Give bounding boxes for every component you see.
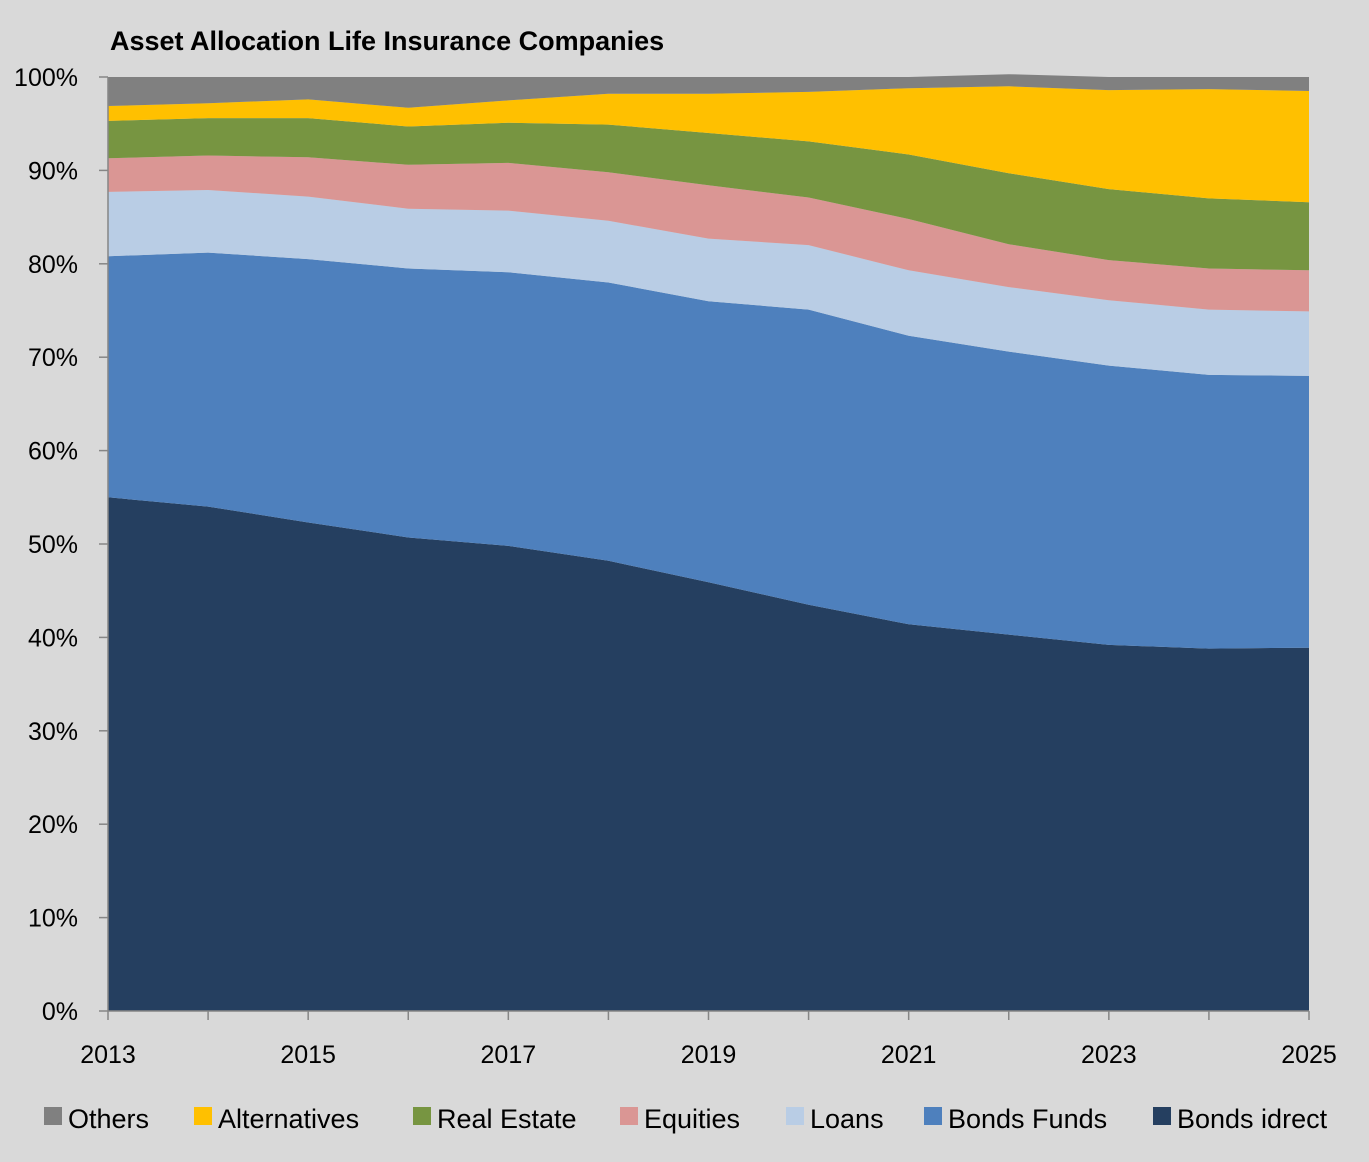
y-tick-label: 80% <box>28 251 78 279</box>
legend-item-loans: Loans <box>786 1104 884 1134</box>
legend-label: Bonds Funds <box>948 1104 1107 1134</box>
x-tick-label: 2025 <box>1281 1041 1337 1069</box>
legend-item-equities: Equities <box>620 1104 740 1134</box>
legend-swatch <box>194 1107 212 1125</box>
area-equities <box>108 155 1309 312</box>
y-tick-label: 20% <box>28 811 78 839</box>
legend-swatch <box>44 1107 62 1125</box>
legend-item-real-estate: Real Estate <box>413 1104 577 1134</box>
chart-title: Asset Allocation Life Insurance Companie… <box>110 26 664 56</box>
x-tick-label: 2013 <box>80 1041 136 1069</box>
x-tick-label: 2019 <box>681 1041 737 1069</box>
legend-swatch <box>786 1107 804 1125</box>
legend-item-others: Others <box>44 1104 149 1134</box>
legend: Others Alternatives Real Estate Equities Loa… <box>44 1104 1328 1134</box>
y-tick-label: 40% <box>28 624 78 652</box>
y-tick-label: 50% <box>28 531 78 559</box>
y-tick-label: 100% <box>14 64 78 92</box>
legend-label: Bonds idrect <box>1177 1104 1328 1134</box>
y-tick-label: 30% <box>28 718 78 746</box>
legend-label: Loans <box>810 1104 884 1134</box>
legend-label: Others <box>68 1104 149 1134</box>
x-tick-label: 2023 <box>1081 1041 1137 1069</box>
y-tick-label: 0% <box>42 998 78 1026</box>
x-tick-label: 2015 <box>280 1041 336 1069</box>
axes-layer: 0% 10% 20% 30% 40% 50% 60% 70% 80% 90% 100% 2013 201… <box>14 64 1337 1069</box>
y-tick-label: 60% <box>28 438 78 466</box>
legend-swatch <box>924 1107 942 1125</box>
legend-swatch <box>1153 1107 1171 1125</box>
legend-label: Alternatives <box>218 1104 359 1134</box>
y-tick-label: 70% <box>28 344 78 372</box>
y-tick-label: 90% <box>28 157 78 185</box>
legend-item-bonds-idrect: Bonds idrect <box>1153 1104 1328 1134</box>
area-real-estate <box>108 118 1309 271</box>
area-layer <box>108 74 1309 1011</box>
x-tick-label: 2021 <box>881 1041 937 1069</box>
legend-item-alternatives: Alternatives <box>194 1104 359 1134</box>
area-bonds-funds <box>108 252 1309 649</box>
legend-swatch <box>620 1107 638 1125</box>
area-bonds-idrect <box>108 497 1309 1011</box>
legend-item-bonds-funds: Bonds Funds <box>924 1104 1107 1134</box>
y-tick-label: 10% <box>28 905 78 933</box>
legend-label: Equities <box>644 1104 740 1134</box>
legend-label: Real Estate <box>437 1104 577 1134</box>
area-alternatives <box>108 86 1309 203</box>
legend-swatch <box>413 1107 431 1125</box>
x-tick-label: 2017 <box>481 1041 537 1069</box>
area-others <box>108 74 1309 108</box>
area-loans <box>108 190 1309 376</box>
